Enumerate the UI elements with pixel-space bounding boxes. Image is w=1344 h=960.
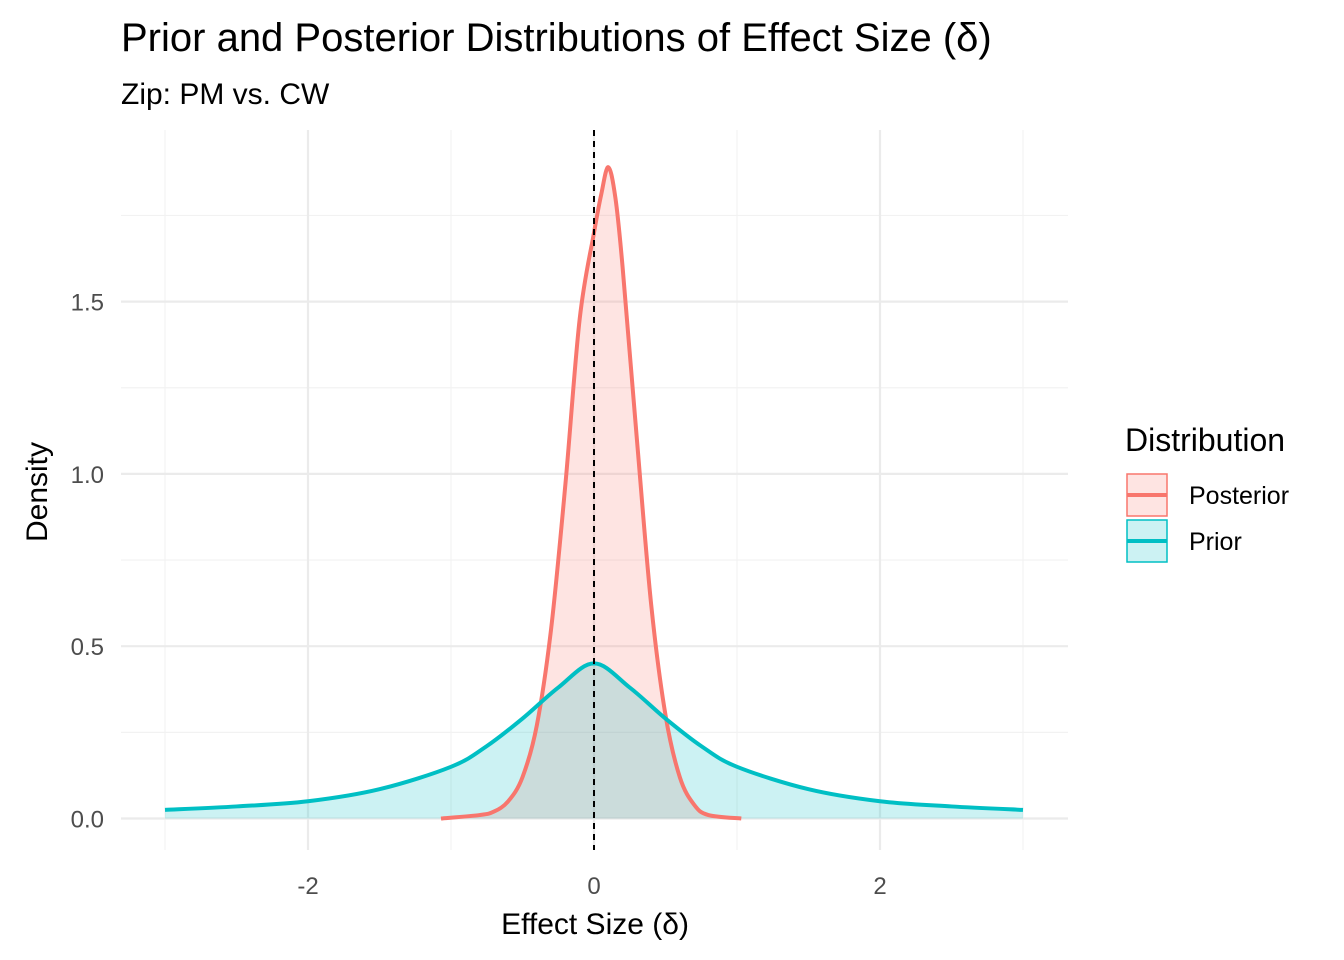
x-tick-label: -2 <box>297 873 318 900</box>
x-axis-ticks: -2 0 2 <box>297 873 886 900</box>
x-axis-title: Effect Size (δ) <box>501 908 689 941</box>
legend-title: Distribution <box>1125 422 1285 458</box>
y-axis-title: Density <box>21 442 54 542</box>
x-tick-label: 2 <box>873 873 886 900</box>
y-tick-label: 0.0 <box>71 807 104 834</box>
chart-title: Prior and Posterior Distributions of Eff… <box>121 16 992 60</box>
y-tick-label: 0.5 <box>71 634 104 661</box>
major-gridlines <box>121 130 1068 850</box>
x-tick-label: 0 <box>587 873 600 900</box>
y-tick-label: 1.0 <box>71 462 104 489</box>
y-axis-ticks: 0.0 0.5 1.0 1.5 <box>71 290 104 834</box>
posterior-legend-label: Posterior <box>1189 482 1289 510</box>
prior-legend-label: Prior <box>1189 528 1242 556</box>
posterior-density-line <box>440 165 742 821</box>
legend-items: Posterior Prior <box>1126 473 1289 563</box>
y-tick-label: 1.5 <box>71 290 104 317</box>
posterior-area <box>440 167 742 819</box>
chart-subtitle: Zip: PM vs. CW <box>121 78 330 111</box>
legend: Distribution Posterior Prior <box>1125 422 1289 563</box>
